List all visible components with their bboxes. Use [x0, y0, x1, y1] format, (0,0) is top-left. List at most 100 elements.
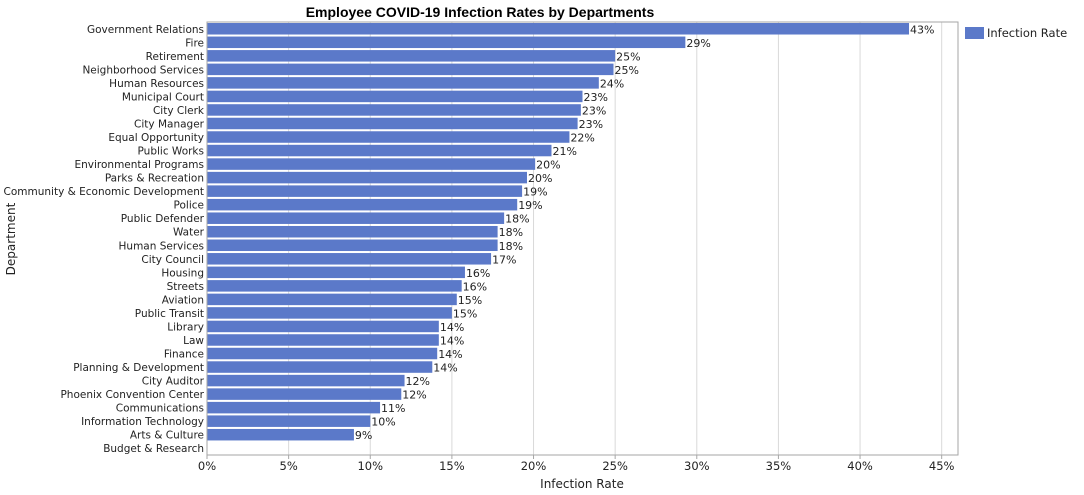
- category-label: Finance: [164, 349, 204, 361]
- data-label: 25%: [615, 64, 639, 77]
- plot-frame: [206, 21, 959, 456]
- bar: [207, 104, 581, 116]
- chart-title: Employee COVID-19 Infection Rates by Dep…: [306, 4, 655, 20]
- bar: [207, 63, 614, 76]
- data-label: 18%: [499, 240, 523, 253]
- bar: [207, 117, 578, 130]
- bar: [207, 361, 433, 373]
- category-label: Library: [167, 321, 204, 333]
- bar: [207, 347, 438, 360]
- y-axis-label: Department: [4, 202, 18, 275]
- category-label: Equal Opportunity: [108, 132, 204, 144]
- category-label: Environmental Programs: [74, 159, 204, 171]
- data-label: 12%: [402, 389, 426, 402]
- category-label: Police: [174, 200, 204, 212]
- data-label: 18%: [499, 226, 523, 239]
- data-label: 21%: [552, 145, 576, 158]
- x-tick-label: 0%: [198, 459, 216, 473]
- category-label: Phoenix Convention Center: [60, 389, 204, 401]
- data-label: 22%: [570, 132, 594, 145]
- data-label: 19%: [523, 186, 547, 199]
- data-label: 23%: [582, 104, 606, 117]
- data-label: 15%: [453, 307, 477, 320]
- bar: [207, 415, 371, 427]
- category-label: Human Resources: [109, 78, 204, 90]
- x-tick-label: 45%: [929, 459, 955, 473]
- bar: [207, 280, 462, 292]
- data-label: 16%: [466, 267, 490, 280]
- x-tick-label: 20%: [521, 459, 547, 473]
- category-label: Aviation: [162, 294, 204, 306]
- bar: [207, 144, 552, 157]
- bar: [207, 23, 910, 35]
- bar: [207, 374, 405, 387]
- data-label: 16%: [463, 280, 487, 293]
- data-label: 20%: [536, 159, 560, 172]
- category-label: Neighborhood Services: [82, 64, 204, 76]
- category-label: Water: [173, 227, 205, 239]
- x-tick-label: 30%: [684, 459, 710, 473]
- x-axis-label: Infection Rate: [540, 477, 624, 491]
- category-label: Information Technology: [81, 416, 204, 428]
- category-label: City Manager: [134, 118, 205, 130]
- data-label: 24%: [600, 77, 624, 90]
- x-tick-label: 35%: [766, 459, 792, 473]
- value-labels-group: 43%29%25%25%24%23%23%23%22%21%20%20%19%1…: [355, 23, 935, 442]
- bar: [207, 307, 452, 319]
- legend-label: Infection Rate: [987, 26, 1067, 40]
- category-label: Parks & Recreation: [105, 173, 204, 185]
- data-label: 10%: [371, 416, 395, 429]
- category-label: Housing: [161, 267, 204, 279]
- legend-swatch: [965, 27, 984, 39]
- category-label: Retirement: [146, 51, 204, 63]
- data-label: 11%: [381, 402, 405, 415]
- bar: [207, 198, 518, 211]
- data-label: 17%: [492, 253, 516, 266]
- category-label: Communications: [116, 403, 204, 415]
- category-label: Public Defender: [121, 213, 205, 225]
- data-label: 19%: [518, 199, 542, 212]
- legend: Infection Rate: [965, 26, 1067, 40]
- category-label: City Council: [141, 254, 204, 266]
- data-label: 15%: [458, 294, 482, 307]
- bar: [207, 334, 439, 346]
- data-label: 9%: [355, 429, 372, 442]
- data-label: 14%: [438, 348, 462, 361]
- x-tick-label: 15%: [439, 459, 465, 473]
- category-label: Public Transit: [135, 308, 204, 320]
- bar: [207, 131, 570, 143]
- category-label: Budget & Research: [103, 443, 204, 455]
- category-label: Fire: [185, 37, 204, 49]
- category-label: Arts & Culture: [130, 430, 204, 442]
- bar: [207, 401, 381, 414]
- bar: [207, 90, 583, 103]
- bar: [207, 266, 465, 279]
- bar: [207, 239, 498, 252]
- category-label: Human Services: [119, 240, 204, 252]
- data-label: 23%: [584, 91, 608, 104]
- bar: [207, 320, 439, 333]
- category-label: Public Works: [138, 146, 204, 158]
- category-label: Streets: [167, 281, 204, 293]
- category-label: Government Relations: [87, 24, 204, 36]
- category-label: Law: [183, 335, 204, 347]
- bar: [207, 77, 599, 89]
- data-label: 43%: [910, 23, 934, 36]
- bar: [207, 388, 402, 400]
- x-tick-labels-group: 0% 5% 10% 15% 20% 25% 30% 35% 40% 45%: [198, 459, 955, 473]
- data-label: 14%: [440, 334, 464, 347]
- x-tick-label: 40%: [847, 459, 873, 473]
- category-label: Community & Economic Development: [4, 186, 204, 198]
- data-label: 20%: [528, 172, 552, 185]
- data-label: 12%: [406, 375, 430, 388]
- data-label: 18%: [505, 213, 529, 226]
- category-label: City Clerk: [153, 105, 205, 117]
- x-tick-label: 5%: [280, 459, 298, 473]
- bar: [207, 171, 527, 184]
- bars-group: [207, 23, 910, 441]
- data-label: 29%: [686, 37, 710, 50]
- data-label: 14%: [433, 362, 457, 375]
- bar: [207, 158, 536, 170]
